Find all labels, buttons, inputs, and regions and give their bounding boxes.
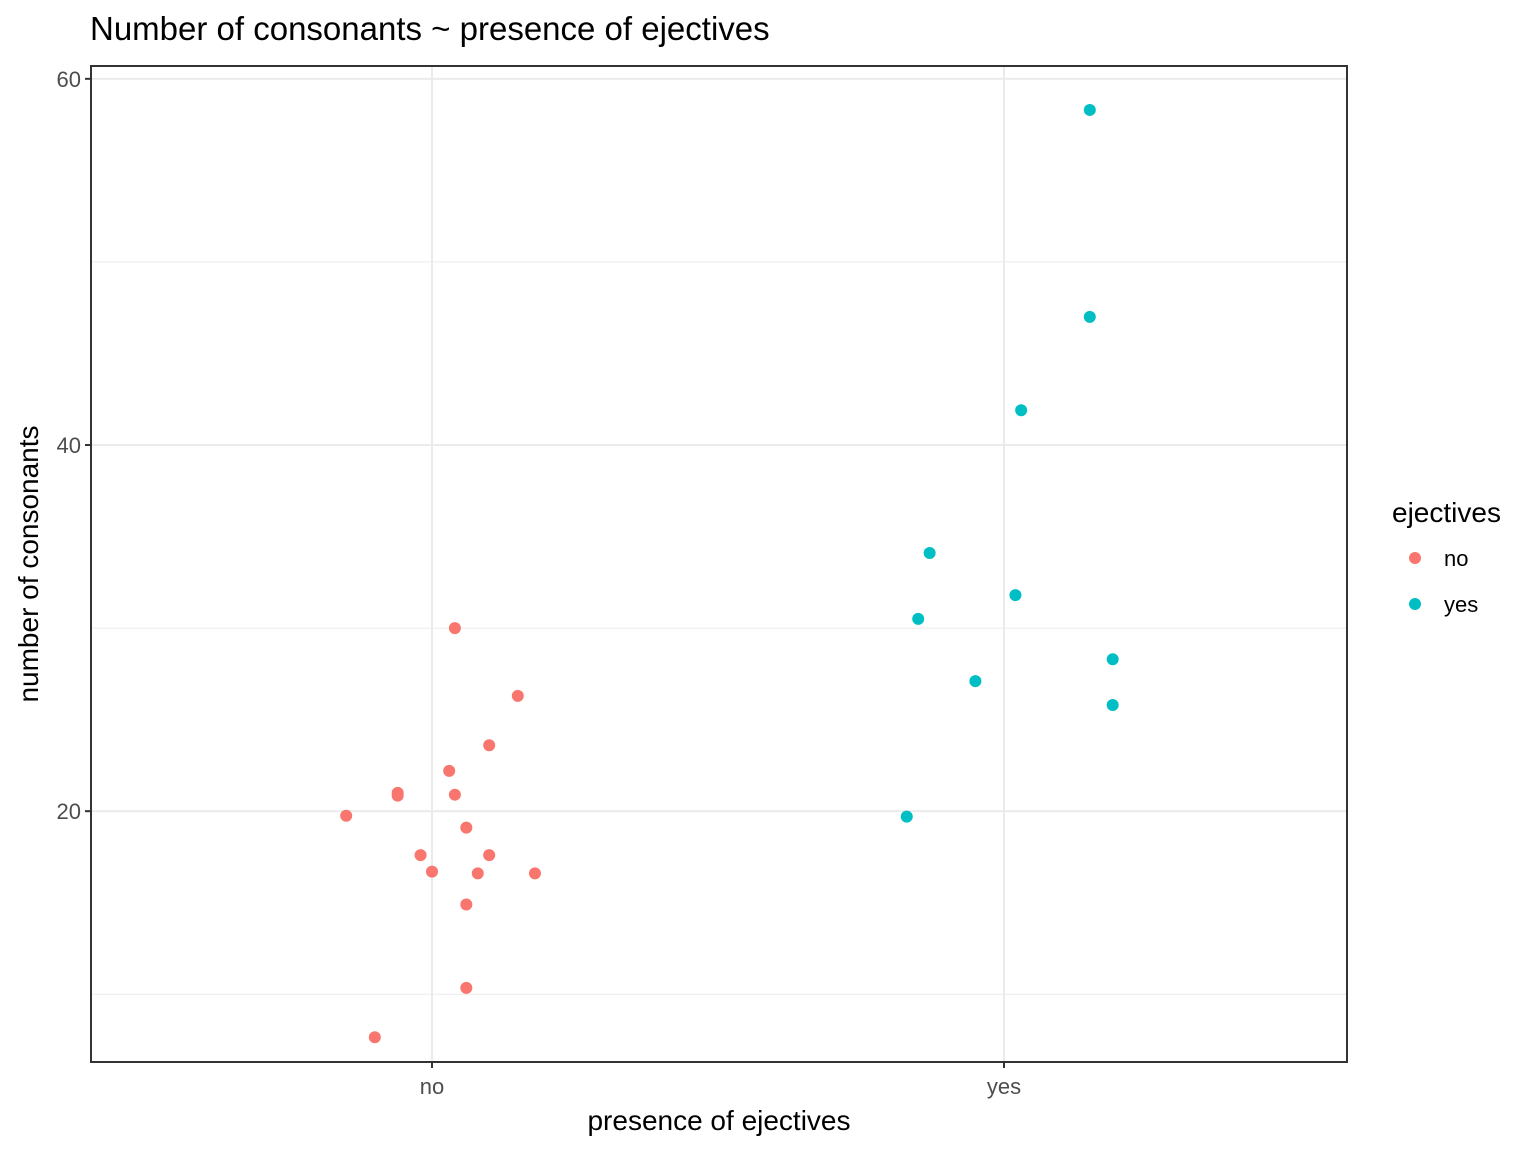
data-point-no	[460, 821, 473, 834]
data-point-no	[448, 788, 461, 801]
y-tick-label: 60	[57, 67, 81, 92]
legend-label-yes: yes	[1444, 592, 1478, 617]
legend-entries: no yes	[1409, 546, 1478, 617]
data-point-no	[414, 849, 427, 862]
data-point-no	[368, 1031, 381, 1044]
chart-title: Number of consonants ~ presence of eject…	[90, 10, 770, 47]
plot-panel-border	[90, 65, 1348, 1063]
x-axis: no yes	[420, 1062, 1021, 1099]
legend-key-no	[1409, 552, 1421, 564]
data-point-yes	[1083, 103, 1096, 116]
data-point-yes	[900, 810, 913, 823]
data-point-no	[391, 789, 404, 802]
data-point-yes	[1015, 404, 1028, 417]
data-point-yes	[1106, 653, 1119, 666]
data-point-no	[483, 849, 496, 862]
y-axis-title: number of consonants	[13, 425, 44, 702]
data-point-yes	[923, 547, 936, 560]
legend-title: ejectives	[1392, 497, 1501, 528]
x-tick-label: yes	[987, 1074, 1021, 1099]
legend-label-no: no	[1444, 546, 1468, 571]
data-point-no	[460, 898, 473, 911]
y-axis: 20 40 60	[57, 67, 91, 824]
data-point-yes	[1009, 589, 1022, 602]
legend: ejectives no yes	[1392, 497, 1501, 617]
data-point-no	[426, 865, 438, 878]
data-point-yes	[1083, 310, 1096, 323]
data-points	[340, 103, 1119, 1044]
data-point-yes	[969, 675, 982, 688]
x-tick-label: no	[420, 1074, 444, 1099]
grid-lines	[91, 66, 1347, 1062]
x-axis-title: presence of ejectives	[587, 1105, 850, 1136]
data-point-no	[528, 867, 541, 880]
data-point-no	[443, 764, 456, 777]
data-point-no	[448, 622, 461, 635]
legend-key-yes	[1409, 598, 1421, 610]
y-tick-label: 20	[57, 799, 81, 824]
data-point-yes	[912, 612, 925, 625]
data-point-no	[460, 981, 473, 994]
data-point-no	[471, 867, 484, 880]
data-point-no	[511, 689, 524, 702]
data-point-yes	[1106, 698, 1119, 711]
y-tick-label: 40	[57, 433, 81, 458]
data-point-no	[483, 739, 496, 752]
data-point-no	[340, 809, 353, 822]
